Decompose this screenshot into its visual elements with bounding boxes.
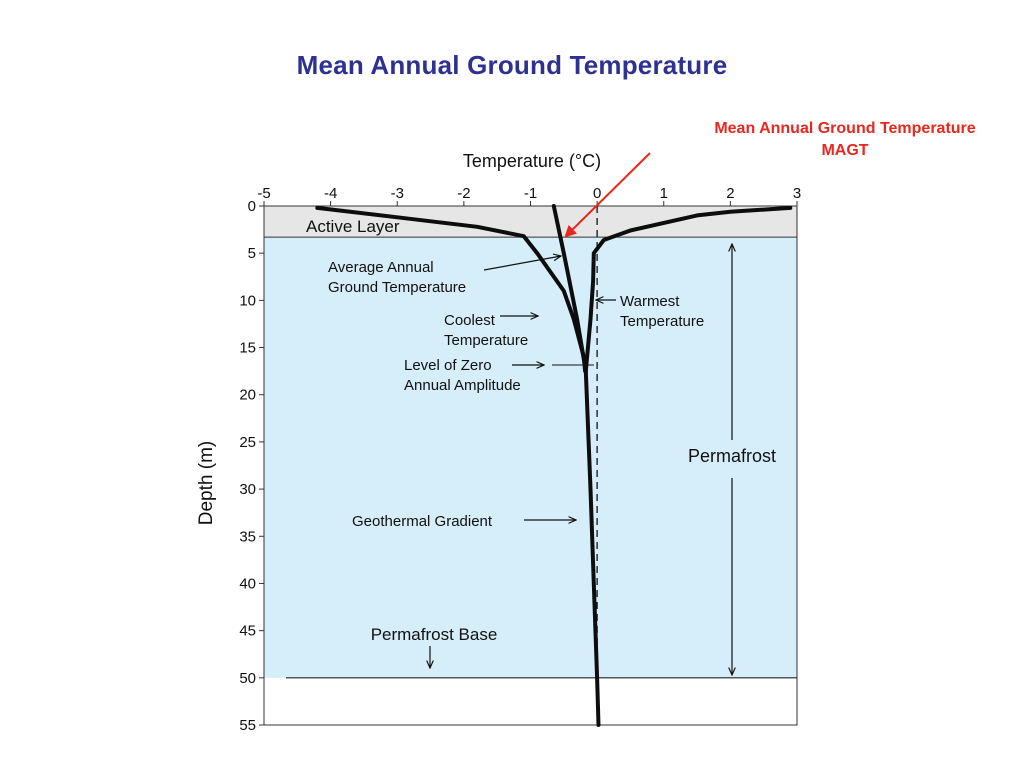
x-axis-ticks: -5 -4 -3 -2 -1 0 1 2 3: [257, 185, 801, 206]
y-tick-label: 50: [239, 670, 256, 687]
average-annual-ground-temperature-curve: [551, 204, 588, 374]
y-axis-title: Depth (m): [196, 441, 217, 525]
coolest-label-line2: Temperature: [444, 332, 528, 349]
y-tick-label: 0: [248, 198, 256, 215]
x-tick-label: 1: [660, 185, 668, 202]
x-tick-label: 0: [593, 185, 601, 202]
y-tick-label: 35: [239, 528, 256, 545]
x-tick-label: -3: [391, 185, 404, 202]
x-tick-label: -4: [324, 185, 337, 202]
x-tick-label: 2: [726, 185, 734, 202]
y-axis-ticks: 0 5 10 15 20 25 30 35 40 45 50 55: [239, 198, 264, 734]
permafrost-zone: [264, 237, 797, 678]
y-tick-label: 10: [239, 292, 256, 309]
permafrost-label: Permafrost: [688, 446, 776, 466]
active-layer-label: Active Layer: [306, 217, 400, 236]
avg-annual-label-line1: Average Annual: [328, 259, 434, 276]
x-axis-title: Temperature (°C): [463, 151, 601, 171]
avg-annual-arrow: [483, 256, 561, 271]
zero-amplitude-label-line2: Annual Amplitude: [404, 377, 521, 394]
y-tick-label: 20: [239, 387, 256, 404]
magt-callout-arrow: [564, 152, 651, 238]
y-tick-label: 5: [248, 245, 256, 262]
x-tick-label: -5: [257, 185, 270, 202]
callout-line-1: Mean Annual Ground Temperature: [714, 120, 976, 137]
warmest-temperature-curve: [583, 205, 793, 374]
y-tick-label: 40: [239, 575, 256, 592]
magt-callout: Mean Annual Ground Temperature MAGT: [640, 118, 1024, 162]
avg-annual-label-line2: Ground Temperature: [328, 279, 466, 296]
temperature-curves: [315, 204, 793, 727]
geothermal-gradient-curve: [583, 369, 601, 727]
y-tick-label: 45: [239, 623, 256, 640]
y-tick-label: 30: [239, 481, 256, 498]
y-tick-label: 25: [239, 434, 256, 451]
coolest-label-line1: Coolest: [444, 312, 496, 329]
x-tick-label: -2: [457, 185, 470, 202]
warmest-label-line2: Temperature: [620, 313, 704, 330]
warmest-label-line1: Warmest: [620, 293, 680, 310]
y-tick-label: 55: [239, 717, 256, 734]
slide-title: Mean Annual Ground Temperature: [296, 50, 728, 80]
geothermal-gradient-label: Geothermal Gradient: [352, 513, 493, 530]
callout-line-2: MAGT: [821, 142, 869, 159]
x-tick-label: 3: [793, 185, 801, 202]
zero-amplitude-label-line1: Level of Zero: [404, 357, 492, 374]
y-tick-label: 15: [239, 340, 256, 357]
x-tick-label: -1: [524, 185, 537, 202]
permafrost-base-label: Permafrost Base: [371, 625, 498, 644]
